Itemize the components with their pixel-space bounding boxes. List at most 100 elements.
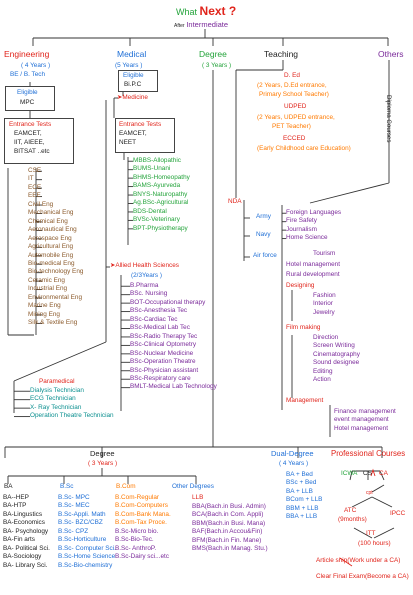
bsc-extra-course: B.Sc-Bio-Tec. — [115, 536, 154, 544]
subtitle-after: After — [174, 23, 185, 29]
ba-course: BA-Fin arts — [3, 536, 35, 544]
engineering-branch: Marine Eng — [28, 302, 61, 310]
medicine-course: BHMS-Homeopathy — [133, 173, 190, 181]
engineering-branch: Ceramic Eng — [28, 276, 65, 284]
dual-list: BA + Bed BSc + Bed BA + LLB BCom + LLB BBM +… — [286, 471, 322, 522]
degree-bottom-years: ( 3 Years ) — [88, 460, 118, 467]
other-course: Fire Safety — [286, 217, 317, 225]
test-3: BITSAT ..etc — [14, 148, 50, 155]
engineering-branch: IT — [28, 175, 34, 183]
engineering-branch: CSE — [28, 167, 42, 174]
title-prefix: What — [176, 7, 198, 17]
arrow-right-icon: ➤ — [117, 94, 123, 101]
allied-course: BSc-Respiratory care — [130, 374, 191, 382]
medicine-course: Ag.BSc-Agricultural — [133, 199, 189, 207]
medical-test-2: NEET — [119, 139, 137, 146]
tests-title: Entrance Tests — [9, 121, 52, 128]
bcom-heading: B.Com — [116, 483, 136, 490]
engineering-branch: Industrial Eng — [28, 285, 68, 293]
hotel-management: Hotel management — [286, 261, 340, 268]
allied-course: B.Pharma — [130, 282, 159, 289]
allied-course: BSc-Physician assistant — [130, 366, 199, 374]
ded-label: D. Ed — [284, 72, 300, 79]
title-row: What Next ? — [176, 4, 237, 18]
dual-degree: BBA + LLB — [286, 513, 318, 521]
bsc-course: B.Sc- MPC — [58, 494, 90, 501]
film-item: Screen Writing — [313, 342, 355, 350]
other-course: Foreign Languages — [286, 209, 342, 216]
design-list: Fashion Interior Jewelry — [313, 292, 336, 317]
film-list: Direction Screen Writing Cinematography Sou… — [313, 334, 360, 385]
medicine-course: BDS-Dental — [133, 207, 167, 215]
dual-degree: BBM + LLB — [286, 504, 319, 512]
eligible-value: MPC — [20, 99, 35, 106]
design-item: Fashion — [313, 292, 336, 299]
clear-final-exam: Clear Final Exam(Become a CA) — [316, 573, 409, 580]
icwa: ICWA — [341, 470, 358, 477]
engineering-branch: Bio-technology Eng — [28, 268, 84, 276]
test-2: IIT, AIEEE, — [14, 139, 45, 146]
diploma-courses-label: Diploma Courses — [385, 95, 392, 143]
others-list: Foreign Languages Fire Safety Journalism Ho… — [286, 209, 341, 243]
bsc-course: B.Sc-Home Science — [58, 553, 116, 561]
other-degree: BAF(Bach.in Accou&Fin) — [192, 528, 263, 536]
degree-years: ( 3 Years ) — [202, 62, 232, 69]
design-item: Jewelry — [313, 308, 335, 316]
page-title: Next ? — [199, 4, 237, 18]
ba-course: BA-HTP — [3, 502, 27, 510]
bcom-course: B.Com-Regular — [115, 494, 160, 501]
ded-desc-1: (2 Years, D.Ed entrance, — [257, 82, 327, 89]
atc: ATC — [344, 507, 357, 514]
engineering-heading: Engineering — [4, 49, 50, 59]
medical-eligible-title: Eligible — [123, 72, 144, 79]
engineering-degree: BE / B. Tech — [10, 71, 46, 78]
designing-heading: Designing — [286, 282, 315, 289]
eligible-title: Eligible — [17, 89, 38, 96]
allied-course: BSc-Medical Lab Tec — [130, 324, 190, 332]
udped-desc-1: (2 Years, UDPED entrance, — [257, 114, 335, 121]
ca: CA — [379, 470, 388, 477]
medicine-course: BUMS-Unani — [133, 165, 171, 173]
cs: CS — [363, 470, 372, 477]
medicine-course: BNYS-Naturopathy — [133, 190, 188, 198]
dual-degree: BCom + LLB — [286, 496, 323, 504]
engineering-branch: Civil Eng — [28, 200, 54, 208]
medical-tests-title: Entrance Tests — [119, 121, 162, 128]
allied-heading: ➤Allied Health Sciences — [110, 262, 179, 270]
dual-degree: BA + Bed — [286, 471, 313, 478]
ba-course: BA- Political Sci. — [3, 544, 50, 552]
allied-course: BMLT-Medical Lab Technology — [130, 383, 217, 391]
engineering-branch-list: CSE IT ECE EEE Civil Eng Mechanical Eng Chemic… — [28, 167, 83, 328]
bsc-course: B.Sc-Bio-chemistry — [58, 561, 113, 569]
medical-heading: Medical — [117, 49, 147, 59]
cpt: cpt — [366, 490, 373, 496]
management-item: event management — [334, 416, 389, 424]
allied-course: BSc-Clinical Optometry — [130, 341, 197, 349]
engineering-tests-box: Entrance Tests EAMCET, IIT, AIEEE, BITSA… — [4, 118, 74, 164]
bcom-list: B.Com-Regular B.Com-Computers B.Com-Bank M… — [115, 494, 171, 528]
engineering-branch: Bio-medical Eng — [28, 259, 75, 267]
ba-course: BA--HEP — [3, 494, 29, 501]
degree-heading: Degree — [199, 49, 227, 59]
allied-course: BSc. Nursing — [130, 290, 168, 298]
engineering-branch: EEE — [28, 192, 41, 200]
nda-army: Army — [256, 213, 271, 220]
llb-list: BBA(Bach.in Busi. Admin) BCA(Bach.in Com.… — [192, 503, 268, 554]
engineering-branch: Agricultural Eng — [28, 243, 74, 251]
ded-desc-2: Primary School Teacher) — [259, 91, 329, 98]
medicine-course: BAMS-Ayurveda — [133, 182, 181, 190]
medical-test-1: EAMCET, — [119, 130, 147, 137]
others-heading: Others — [378, 49, 404, 59]
medical-tests-box: Entrance Tests EAMCET, NEET — [115, 118, 175, 153]
llb-heading: LLB — [192, 494, 204, 501]
ba-course: BA-Economics — [3, 519, 45, 527]
other-degree: BCA(Bach.in Com. Appli) — [192, 511, 264, 519]
paramedical-item: X- Ray Technician — [30, 403, 82, 411]
paramedical-item: Dialysis Technician — [30, 387, 84, 394]
other-course: Journalism — [286, 225, 317, 233]
ba-course: BA- Library Sci. — [3, 561, 48, 569]
ecced-desc: (Early Childhood care Education) — [257, 145, 351, 152]
allied-course: BSc-Operation Theatre — [130, 358, 196, 366]
dual-degree: BSc + Bed — [286, 479, 317, 487]
nda-navy: Navy — [256, 231, 271, 238]
